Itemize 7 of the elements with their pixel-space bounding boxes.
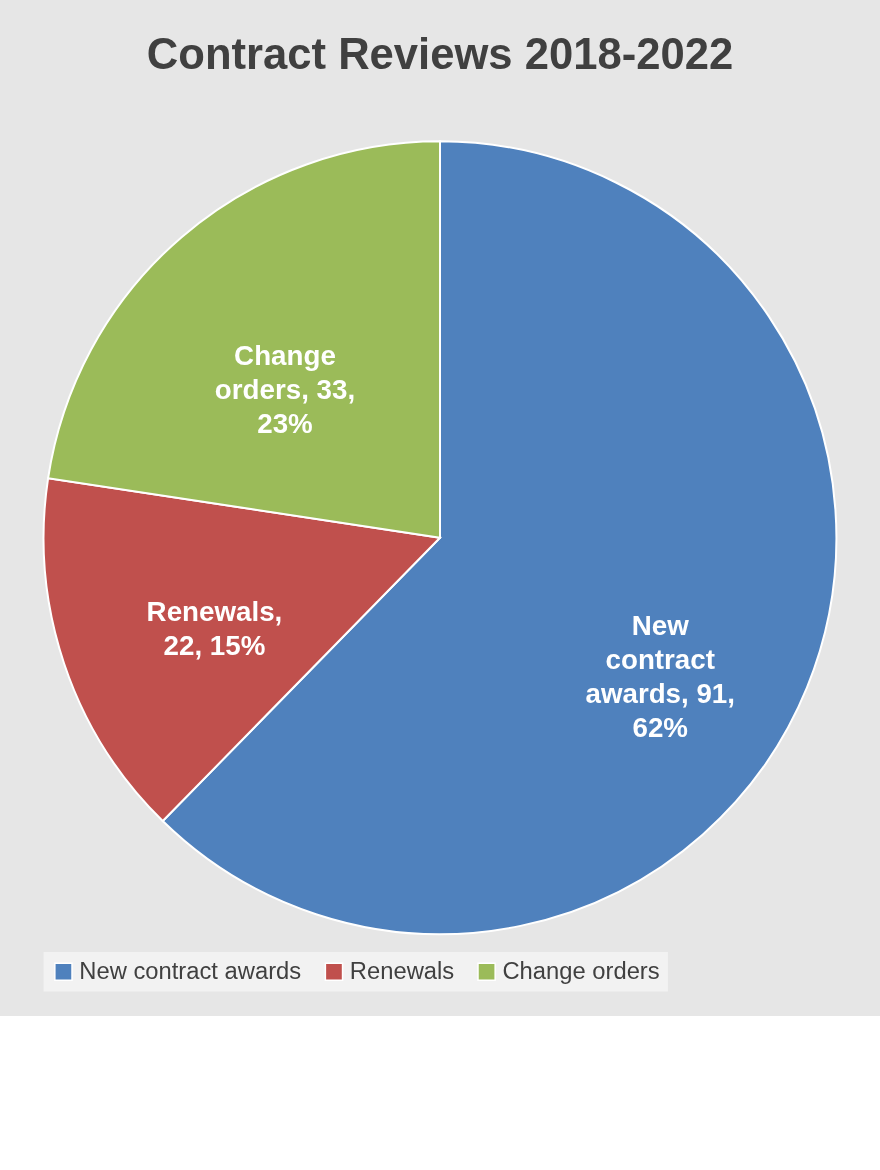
data-label: New contract awards, 91, 62% xyxy=(585,610,735,743)
data-label: Renewals, 22, 15% xyxy=(146,596,283,661)
chart-title: Contract Reviews 2018-2022 xyxy=(146,29,734,78)
legend-label: New contract awards xyxy=(79,956,302,984)
legend-label: Change orders xyxy=(502,956,660,984)
legend-label: Renewals xyxy=(349,956,455,984)
data-label: Change orders, 33, 23% xyxy=(214,340,356,439)
